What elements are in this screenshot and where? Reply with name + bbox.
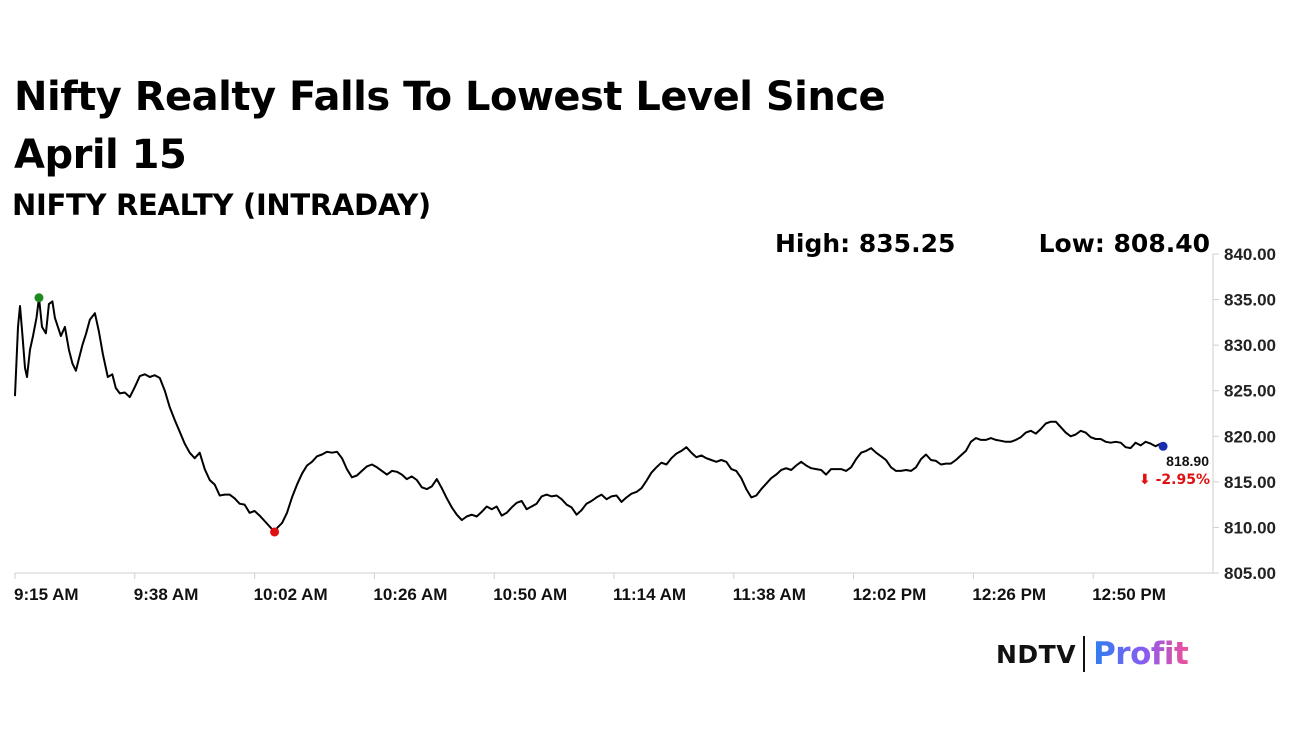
low-value-label: Low: 808.40 — [1038, 229, 1210, 258]
x-tick-label: 12:50 PM — [1092, 585, 1166, 604]
x-tick-label: 12:26 PM — [972, 585, 1046, 604]
last-marker — [1158, 441, 1168, 451]
brand-logo: NDTV Profit — [996, 634, 1189, 674]
x-tick-label: 10:26 AM — [373, 585, 447, 604]
x-tick-label: 10:50 AM — [493, 585, 567, 604]
chart-subtitle: NIFTY REALTY (INTRADAY) — [12, 188, 431, 222]
last-value-label: 818.90 — [1166, 453, 1209, 469]
y-tick-label: 805.00 — [1224, 564, 1276, 583]
brand-divider — [1083, 636, 1086, 672]
y-tick-label: 825.00 — [1224, 382, 1276, 401]
x-tick-label: 11:38 AM — [733, 585, 806, 604]
low-marker — [270, 527, 280, 537]
high-marker — [34, 293, 44, 303]
x-tick-label: 9:15 AM — [14, 585, 79, 604]
page-title: Nifty Realty Falls To Lowest Level Since… — [14, 74, 886, 178]
x-tick-label: 9:38 AM — [134, 585, 199, 604]
high-value-label: High: 835.25 — [775, 229, 956, 258]
y-tick-label: 815.00 — [1224, 473, 1276, 492]
x-tick-label: 11:14 AM — [613, 585, 686, 604]
y-tick-label: 840.00 — [1224, 245, 1276, 264]
y-tick-label: 820.00 — [1224, 427, 1276, 446]
y-tick-label: 830.00 — [1224, 336, 1276, 355]
profit-wordmark: Profit — [1093, 636, 1189, 672]
x-tick-label: 10:02 AM — [254, 585, 328, 604]
x-tick-label: 12:02 PM — [853, 585, 927, 604]
ndtv-wordmark: NDTV — [996, 639, 1077, 669]
y-tick-label: 810.00 — [1224, 518, 1276, 537]
price-line — [14, 296, 1165, 533]
change-label: ⬇ -2.95% — [1139, 472, 1210, 488]
y-tick-label: 835.00 — [1224, 291, 1276, 310]
